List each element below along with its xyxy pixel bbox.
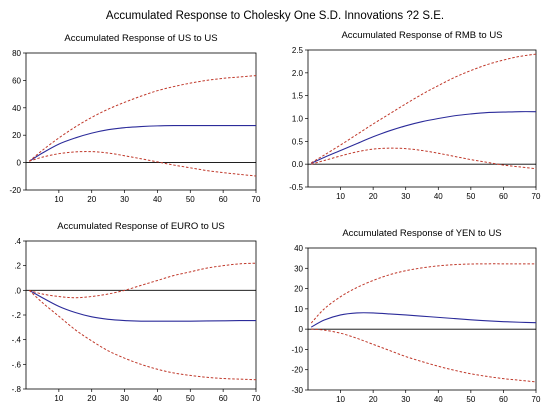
x-tick-label: 50 [186, 195, 195, 204]
y-tick-label: .0 [14, 286, 21, 295]
chart-panel-2: Accumulated Response of RMB to US -0.5 0.0… [289, 30, 541, 201]
x-tick-label: 10 [54, 394, 63, 403]
series-line-lower [311, 328, 537, 383]
y-tick-label: -.4 [12, 336, 22, 345]
x-tick-label: 40 [434, 192, 443, 201]
x-tick-label: 60 [499, 192, 508, 201]
x-tick-label: 70 [532, 395, 541, 404]
x-tick-label: 40 [153, 394, 162, 403]
series-line-lower [29, 151, 257, 177]
x-tick-label: 30 [120, 394, 129, 403]
x-tick-label: 10 [336, 395, 345, 404]
y-tick-label: 0 [299, 325, 304, 334]
y-tick-label: 1.0 [292, 115, 304, 124]
x-tick-label: 20 [87, 394, 96, 403]
y-tick-label: 60 [12, 76, 21, 85]
x-tick-label: 10 [54, 195, 63, 204]
x-tick-label: 20 [369, 395, 378, 404]
series-line-lower [28, 289, 257, 381]
chart-panel-1: Accumulated Response of US to US -20 0 20 40… [9, 33, 261, 204]
x-tick-label: 70 [252, 394, 261, 403]
x-tick-label: 20 [369, 192, 378, 201]
chart-title: Accumulated Response of YEN to US [342, 228, 501, 239]
x-tick-label: 60 [499, 395, 508, 404]
series-line-upper [29, 262, 257, 299]
x-tick-label: 30 [401, 192, 410, 201]
x-tick-label: 50 [466, 192, 475, 201]
plot-frame [25, 52, 257, 191]
series-line-upper [28, 75, 257, 162]
y-tick-label: 1.5 [292, 92, 304, 101]
y-tick-label: -20 [291, 366, 303, 375]
y-tick-label: 80 [12, 49, 21, 58]
y-tick-label: 0 [17, 159, 22, 168]
x-tick-label: 60 [219, 195, 228, 204]
y-tick-label: -.6 [12, 360, 22, 369]
x-tick-label: 60 [219, 394, 228, 403]
series-line-upper [311, 53, 537, 164]
x-tick-label: 10 [336, 192, 345, 201]
y-tick-label: 20 [294, 285, 303, 294]
chart-title: Accumulated Response of EURO to US [57, 221, 224, 232]
chart-panel-3: Accumulated Response of EURO to US -.8 -.6… [12, 221, 261, 403]
y-tick-label: 10 [294, 305, 303, 314]
y-tick-label: 2.0 [292, 69, 304, 78]
x-tick-label: 30 [120, 195, 129, 204]
x-tick-label: 30 [401, 395, 410, 404]
y-tick-label: .4 [14, 237, 21, 246]
y-tick-label: 2.5 [292, 46, 304, 55]
x-tick-label: 40 [434, 395, 443, 404]
chart-title: Accumulated Response of US to US [64, 33, 217, 44]
y-tick-label: 20 [12, 131, 21, 140]
series-line-lower [311, 147, 537, 170]
x-tick-label: 20 [87, 195, 96, 204]
x-tick-label: 40 [153, 195, 162, 204]
x-tick-label: 50 [466, 395, 475, 404]
y-tick-label: -30 [291, 386, 303, 395]
series-line-response [310, 312, 537, 328]
series-line-response [29, 289, 257, 322]
series-line-response [28, 125, 256, 162]
y-tick-label: -.2 [12, 311, 22, 320]
series-line-upper [310, 263, 536, 324]
plot-frame [307, 247, 537, 391]
y-tick-label: -0.5 [289, 183, 303, 192]
series-line-response [311, 111, 537, 164]
x-tick-label: 70 [532, 192, 541, 201]
plot-frame [307, 49, 537, 188]
y-tick-label: -.8 [12, 385, 22, 394]
figure-title: Accumulated Response to Cholesky One S.D… [105, 10, 445, 22]
y-tick-label: -20 [9, 186, 21, 195]
x-tick-label: 70 [252, 195, 261, 204]
chart-title: Accumulated Response of RMB to US [341, 30, 502, 41]
y-tick-label: 30 [294, 264, 303, 273]
y-tick-label: 40 [12, 104, 21, 113]
y-tick-label: .2 [14, 262, 21, 271]
y-tick-label: -10 [291, 345, 303, 354]
chart-panel-4: Accumulated Response of YEN to US -30 -20 -… [291, 228, 541, 404]
y-tick-label: 0.0 [292, 160, 304, 169]
x-tick-label: 50 [186, 394, 195, 403]
y-tick-label: 40 [294, 244, 303, 253]
plot-frame [25, 240, 257, 390]
y-tick-label: 0.5 [292, 137, 304, 146]
